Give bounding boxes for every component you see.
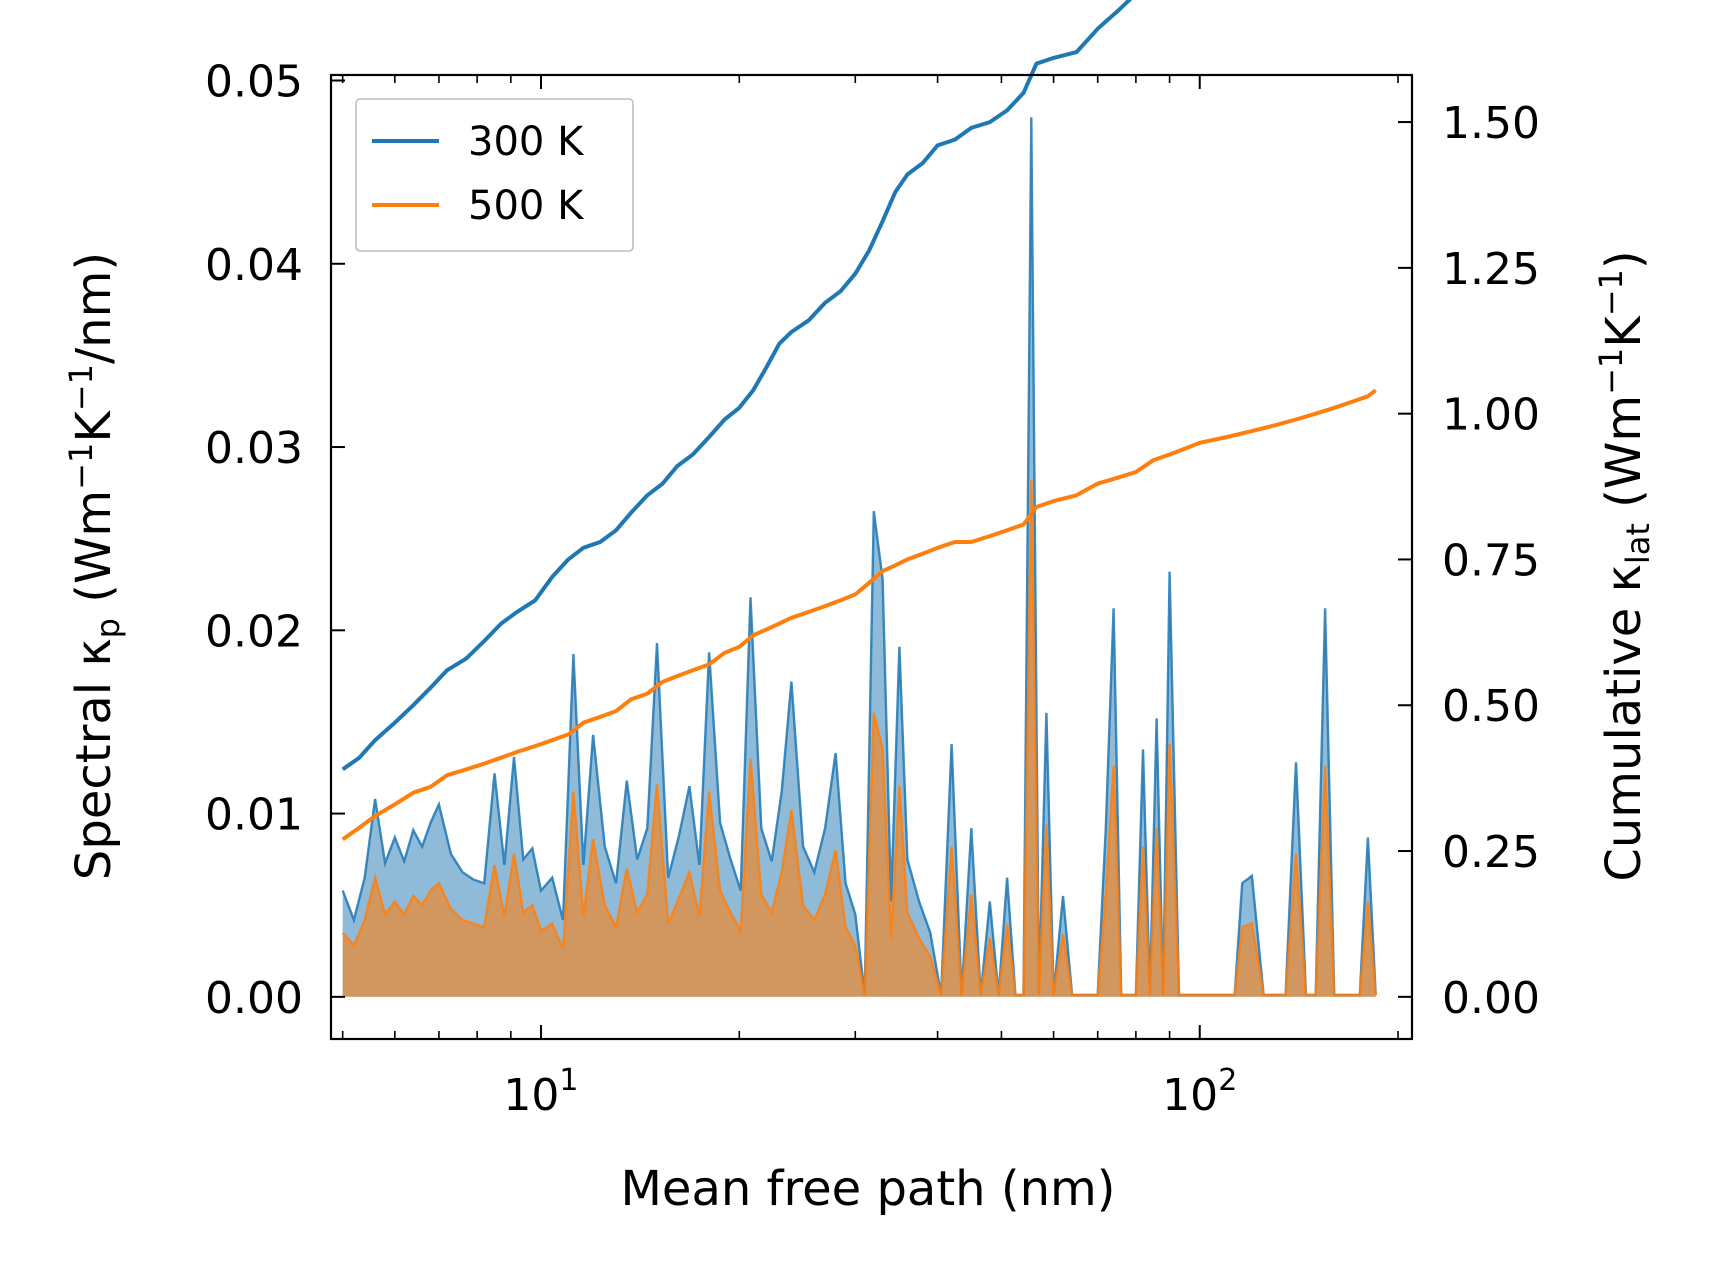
legend-label-500k: 500 K [468, 183, 585, 229]
x-tick-label: 101 [503, 1063, 578, 1121]
left-tick-label: 0.04 [205, 240, 303, 291]
spectral-line-500k [341, 479, 1377, 997]
x-axis-label: Mean free path (nm) [621, 1161, 1116, 1217]
right-tick-label: 0.25 [1442, 827, 1540, 878]
legend-label-300k: 300 K [468, 119, 585, 165]
left-tick-label: 0.00 [205, 973, 303, 1024]
right-tick-label: 0.00 [1442, 973, 1540, 1024]
cumulative-lines [341, 0, 1377, 842]
right-tick-label: 0.50 [1442, 681, 1540, 732]
left-tick-label: 0.05 [205, 56, 303, 107]
spectral-fills [341, 117, 1377, 997]
plot-frame [329, 73, 1414, 1041]
left-tick-label: 0.03 [205, 423, 303, 474]
tick-marks [331, 75, 1412, 1039]
left-axis-label: Spectral κp (Wm−1K−1/nm) [62, 252, 127, 880]
x-tick-label: 102 [1162, 1063, 1237, 1121]
legend-box [355, 98, 634, 252]
right-tick-label: 1.00 [1442, 390, 1540, 441]
right-tick-label: 0.75 [1442, 535, 1540, 586]
tick-labels: 0.00 0.01 0.02 0.03 0.04 0.05 0.00 0.25 0.50 0.75… [205, 56, 1540, 1121]
spectral-fill-500k [342, 480, 1376, 997]
right-tick-label: 1.25 [1442, 244, 1540, 295]
left-tick-label: 0.01 [205, 790, 303, 841]
legend: 300 K 500 K [355, 98, 634, 252]
cumulative-line-300k [341, 0, 1133, 772]
right-axis-label: Cumulative κlat (Wm−1K−1) [1592, 250, 1657, 881]
right-tick-label: 1.50 [1442, 98, 1540, 149]
left-tick-label: 0.02 [205, 606, 303, 657]
cumulative-line-500k [341, 388, 1377, 842]
